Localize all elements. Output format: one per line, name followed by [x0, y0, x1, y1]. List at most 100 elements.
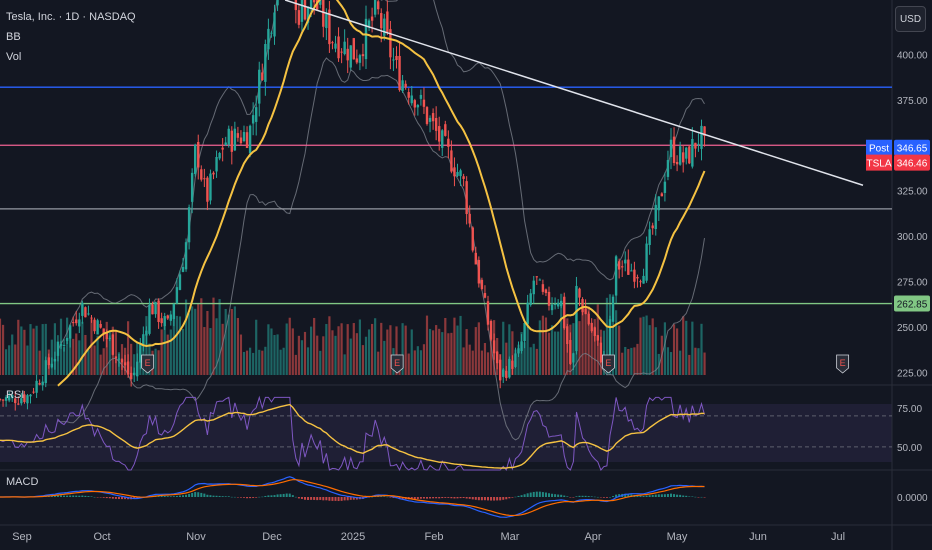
macd-hist-bar	[642, 496, 645, 497]
macd-hist-bar	[480, 497, 483, 501]
volume-bar	[349, 338, 352, 375]
candle-body	[306, 6, 310, 23]
candle-body	[358, 55, 362, 63]
macd-hist-bar	[279, 494, 282, 497]
rsi-pane-label[interactable]: RSI	[6, 389, 25, 401]
macd-hist-bar	[444, 497, 447, 498]
macd-hist-bar	[249, 497, 252, 499]
time-tick-label: Oct	[93, 531, 110, 543]
price-tick-label: 250.00	[897, 323, 928, 334]
volume-bar	[294, 354, 297, 375]
macd-hist-bar	[102, 497, 105, 498]
macd-hist-bar	[398, 497, 401, 499]
candle-body	[50, 363, 54, 368]
candle-body	[181, 266, 185, 272]
candle-body	[389, 29, 392, 58]
macd-hist-bar	[691, 496, 694, 497]
macd-hist-bar	[471, 497, 474, 500]
candle-body	[255, 107, 258, 122]
indicator-bb-label[interactable]: BB	[6, 31, 21, 43]
macd-hist-bar	[117, 497, 120, 500]
price-tick-label: 400.00	[897, 50, 928, 61]
candle-body	[447, 138, 450, 147]
price-label-name: Post	[869, 144, 889, 155]
macd-hist-bar	[90, 496, 93, 497]
macd-hist-bar	[612, 496, 615, 497]
macd-hist-bar	[584, 495, 587, 497]
volume-bar	[26, 345, 29, 375]
candle-body	[233, 128, 237, 151]
macd-hist-bar	[694, 496, 697, 498]
candle-body	[438, 126, 441, 142]
candle-body	[416, 104, 420, 108]
macd-hist-bar	[441, 497, 444, 499]
macd-hist-bar	[185, 494, 188, 497]
macd-hist-bar	[322, 497, 325, 501]
volume-bar	[663, 322, 666, 375]
macd-hist-bar	[236, 497, 239, 498]
volume-bar	[688, 354, 691, 375]
price-label-value-bg	[894, 139, 930, 156]
candle-body	[319, 0, 322, 5]
candle-body	[114, 356, 118, 359]
volume-bar	[584, 308, 587, 375]
price-tick-label: 300.00	[897, 232, 928, 243]
volume-bar	[538, 320, 541, 375]
volume-bar	[212, 297, 215, 375]
candle-body	[123, 362, 127, 366]
volume-bar	[310, 326, 313, 375]
candle-body	[142, 334, 145, 345]
earnings-marker-2: E	[602, 354, 615, 374]
candle-body	[151, 304, 154, 315]
candle-body	[136, 361, 139, 377]
macd-tick-label: 0.0000	[897, 493, 928, 504]
candle-body	[688, 146, 691, 164]
volume-bar	[178, 316, 182, 375]
candle-body	[99, 323, 102, 328]
candle-body	[59, 344, 63, 346]
candle-body	[209, 173, 212, 201]
volume-bar	[453, 317, 456, 375]
macd-hist-bar	[63, 495, 66, 497]
volume-bar	[630, 347, 633, 375]
macd-hist-bar	[340, 497, 343, 501]
candle-body	[145, 330, 148, 336]
volume-bar	[62, 347, 66, 375]
macd-hist-bar	[200, 492, 203, 497]
macd-hist-bar	[410, 497, 413, 500]
macd-hist-bar	[383, 496, 386, 497]
macd-hist-bar	[700, 496, 703, 498]
macd-hist-bar	[252, 497, 255, 498]
macd-hist-bar	[300, 497, 303, 499]
candle-body	[560, 300, 563, 307]
volume-bar	[23, 329, 26, 375]
macd-hist-bar	[178, 495, 181, 497]
macd-hist-bar	[685, 495, 688, 497]
indicator-vol-label[interactable]: Vol	[6, 51, 22, 63]
macd-hist-bar	[615, 494, 618, 497]
macd-hist-bar	[69, 495, 72, 497]
macd-hist-bar	[209, 495, 212, 497]
macd-pane-label[interactable]: MACD	[6, 476, 39, 488]
candle-body	[691, 139, 694, 167]
candle-body	[312, 0, 316, 3]
candle-body	[428, 117, 432, 122]
volume-bar	[252, 352, 255, 375]
volume-bar	[328, 316, 331, 375]
volume-bar	[691, 321, 694, 375]
candle-body	[334, 43, 337, 49]
currency-button[interactable]: USD	[895, 6, 926, 32]
candle-body	[593, 327, 596, 337]
rsi-ma-line	[0, 403, 705, 469]
macd-hist-bar	[84, 495, 87, 497]
candle-body	[596, 335, 599, 341]
candle-body	[581, 299, 584, 313]
macd-hist-bar	[255, 497, 258, 498]
earnings-icon	[602, 354, 615, 374]
volume-bar	[279, 349, 282, 375]
candle-body	[203, 178, 206, 180]
volume-bar	[557, 331, 560, 375]
macd-hist-bar	[605, 497, 608, 498]
